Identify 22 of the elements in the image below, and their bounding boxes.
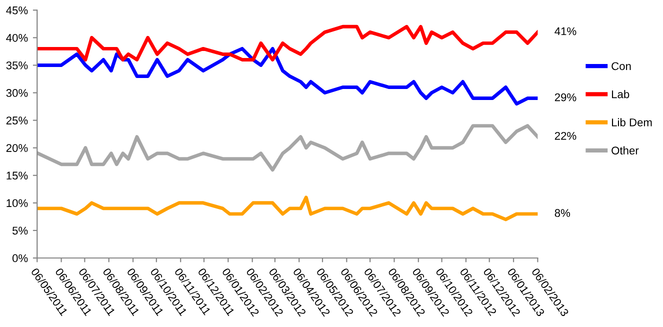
legend-label: Con	[612, 62, 631, 70]
line-series	[37, 124, 538, 172]
y-tick-label: 15%	[6, 172, 28, 180]
annotation: 41%	[554, 27, 576, 36]
line-series	[37, 46, 538, 106]
y-tick-label: 20%	[6, 144, 28, 152]
line-series	[37, 196, 538, 222]
legend-label: Lab	[612, 90, 630, 98]
y-tick-label: 40%	[6, 34, 28, 42]
y-tick-label: 5%	[12, 226, 28, 235]
line-series	[37, 24, 538, 62]
y-tick-label: 0%	[12, 254, 28, 262]
y-tick-label: 30%	[6, 89, 28, 97]
y-tick-label: 35%	[6, 61, 28, 70]
annotation: 29%	[554, 93, 576, 102]
y-tick-label: 10%	[6, 199, 28, 208]
legend-label: Lib Dem	[612, 118, 652, 126]
annotation: 8%	[554, 209, 570, 217]
y-tick-label: 45%	[6, 6, 28, 14]
annotation: 22%	[554, 132, 576, 140]
y-tick-label: 25%	[6, 116, 28, 124]
legend-label: Other	[612, 146, 639, 154]
